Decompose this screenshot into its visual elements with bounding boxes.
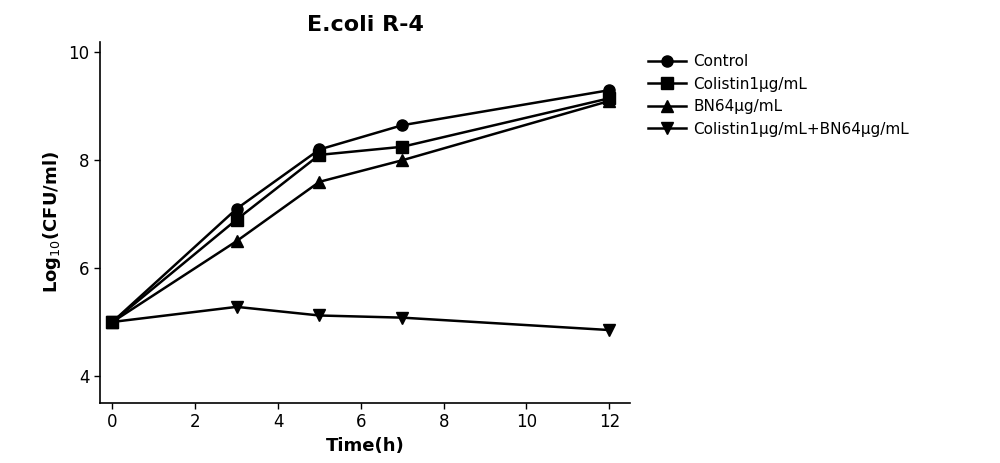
BN64μg/mL — [396, 157, 408, 163]
BN64μg/mL — [603, 98, 615, 104]
Colistin1μg/mL+BN64μg/mL — [603, 327, 615, 333]
Line: Control: Control — [107, 85, 615, 327]
Control — [106, 319, 118, 325]
Line: Colistin1μg/mL: Colistin1μg/mL — [107, 93, 615, 327]
Control — [231, 206, 243, 212]
BN64μg/mL — [231, 238, 243, 244]
Line: Colistin1μg/mL+BN64μg/mL: Colistin1μg/mL+BN64μg/mL — [107, 301, 615, 336]
Colistin1μg/mL+BN64μg/mL — [396, 315, 408, 320]
Title: E.coli R-4: E.coli R-4 — [307, 14, 423, 35]
Colistin1μg/mL+BN64μg/mL — [106, 319, 118, 325]
BN64μg/mL — [106, 319, 118, 325]
Colistin1μg/mL — [396, 144, 408, 150]
Colistin1μg/mL — [313, 152, 325, 157]
X-axis label: Time(h): Time(h) — [326, 437, 404, 455]
Control — [313, 147, 325, 152]
Colistin1μg/mL+BN64μg/mL — [231, 304, 243, 310]
Colistin1μg/mL — [231, 217, 243, 222]
BN64μg/mL — [313, 179, 325, 185]
Control — [396, 122, 408, 128]
Line: BN64μg/mL: BN64μg/mL — [107, 95, 615, 327]
Legend: Control, Colistin1μg/mL, BN64μg/mL, Colistin1μg/mL+BN64μg/mL: Control, Colistin1μg/mL, BN64μg/mL, Coli… — [643, 49, 914, 141]
Colistin1μg/mL — [603, 95, 615, 101]
Control — [603, 88, 615, 93]
Colistin1μg/mL+BN64μg/mL — [313, 313, 325, 318]
Colistin1μg/mL — [106, 319, 118, 325]
Y-axis label: Log$_{10}$(CFU/ml): Log$_{10}$(CFU/ml) — [41, 151, 63, 293]
